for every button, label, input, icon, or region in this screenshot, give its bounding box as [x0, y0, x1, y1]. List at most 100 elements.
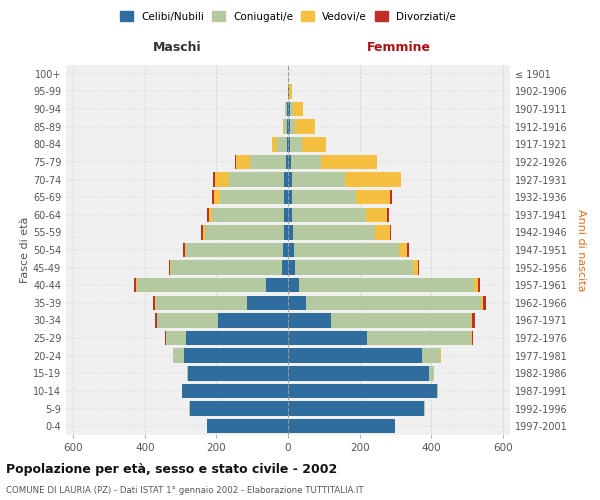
Bar — [288, 154, 291, 169]
Bar — [288, 296, 306, 310]
Bar — [187, 366, 188, 380]
Bar — [189, 402, 190, 416]
Bar — [208, 208, 209, 222]
Bar — [208, 419, 288, 434]
Bar — [155, 296, 247, 310]
Bar — [287, 102, 288, 117]
Bar — [345, 172, 401, 186]
Bar — [288, 84, 289, 98]
Bar — [288, 384, 437, 398]
Bar — [430, 366, 434, 380]
Bar — [218, 314, 288, 328]
Bar — [155, 314, 157, 328]
Bar — [295, 260, 413, 275]
Bar — [272, 137, 277, 152]
Bar — [187, 243, 283, 257]
Bar — [288, 260, 295, 275]
Bar — [288, 366, 430, 380]
Bar — [331, 314, 470, 328]
Y-axis label: Anni di nascita: Anni di nascita — [576, 209, 586, 291]
Bar — [250, 154, 286, 169]
Bar — [157, 314, 218, 328]
Bar — [288, 120, 290, 134]
Bar — [356, 190, 390, 204]
Bar — [288, 190, 292, 204]
Bar — [134, 278, 136, 292]
Bar — [170, 260, 281, 275]
Bar — [220, 190, 284, 204]
Bar — [293, 102, 304, 117]
Bar — [290, 120, 295, 134]
Bar — [284, 208, 288, 222]
Bar — [366, 208, 387, 222]
Bar — [418, 260, 419, 275]
Bar — [288, 402, 424, 416]
Bar — [153, 296, 155, 310]
Bar — [290, 137, 302, 152]
Bar — [212, 208, 284, 222]
Bar — [288, 243, 294, 257]
Bar — [291, 154, 322, 169]
Text: Maschi: Maschi — [152, 42, 202, 54]
Bar — [283, 243, 288, 257]
Text: Femmine: Femmine — [367, 42, 431, 54]
Bar — [166, 331, 186, 345]
Bar — [292, 190, 356, 204]
Bar — [277, 137, 287, 152]
Bar — [288, 348, 422, 363]
Bar — [288, 419, 395, 434]
Bar — [478, 278, 479, 292]
Bar — [169, 260, 170, 275]
Bar — [437, 384, 439, 398]
Bar — [413, 260, 418, 275]
Bar — [390, 190, 392, 204]
Bar — [266, 278, 288, 292]
Bar — [283, 120, 284, 134]
Bar — [422, 348, 440, 363]
Bar — [287, 137, 288, 152]
Bar — [136, 278, 137, 292]
Bar — [203, 225, 205, 240]
Bar — [400, 243, 407, 257]
Bar — [294, 243, 400, 257]
Bar — [183, 243, 185, 257]
Bar — [214, 190, 220, 204]
Bar — [235, 154, 236, 169]
Bar — [367, 331, 470, 345]
Bar — [288, 102, 290, 117]
Bar — [205, 225, 284, 240]
Bar — [288, 172, 292, 186]
Bar — [376, 225, 389, 240]
Bar — [185, 243, 187, 257]
Bar — [474, 278, 478, 292]
Bar — [281, 260, 288, 275]
Bar — [481, 296, 483, 310]
Text: COMUNE DI LAURIA (PZ) - Dati ISTAT 1° gennaio 2002 - Elaborazione TUTTITALIA.IT: COMUNE DI LAURIA (PZ) - Dati ISTAT 1° ge… — [6, 486, 364, 495]
Bar — [286, 154, 288, 169]
Bar — [289, 84, 292, 98]
Bar — [202, 225, 203, 240]
Bar — [472, 314, 475, 328]
Bar — [288, 225, 293, 240]
Bar — [182, 384, 288, 398]
Bar — [302, 137, 326, 152]
Bar — [247, 296, 288, 310]
Bar — [292, 172, 345, 186]
Bar — [295, 120, 315, 134]
Bar — [288, 278, 299, 292]
Bar — [288, 208, 292, 222]
Bar — [306, 296, 481, 310]
Bar — [288, 137, 290, 152]
Bar — [190, 402, 288, 416]
Bar — [186, 331, 288, 345]
Bar — [229, 172, 284, 186]
Bar — [137, 278, 266, 292]
Bar — [184, 348, 288, 363]
Bar — [483, 296, 486, 310]
Bar — [287, 120, 288, 134]
Bar — [173, 348, 184, 363]
Text: Popolazione per età, sesso e stato civile - 2002: Popolazione per età, sesso e stato civil… — [6, 462, 337, 475]
Bar — [236, 154, 250, 169]
Bar — [299, 278, 474, 292]
Legend: Celibi/Nubili, Coniugati/e, Vedovi/e, Divorziati/e: Celibi/Nubili, Coniugati/e, Vedovi/e, Di… — [116, 8, 460, 26]
